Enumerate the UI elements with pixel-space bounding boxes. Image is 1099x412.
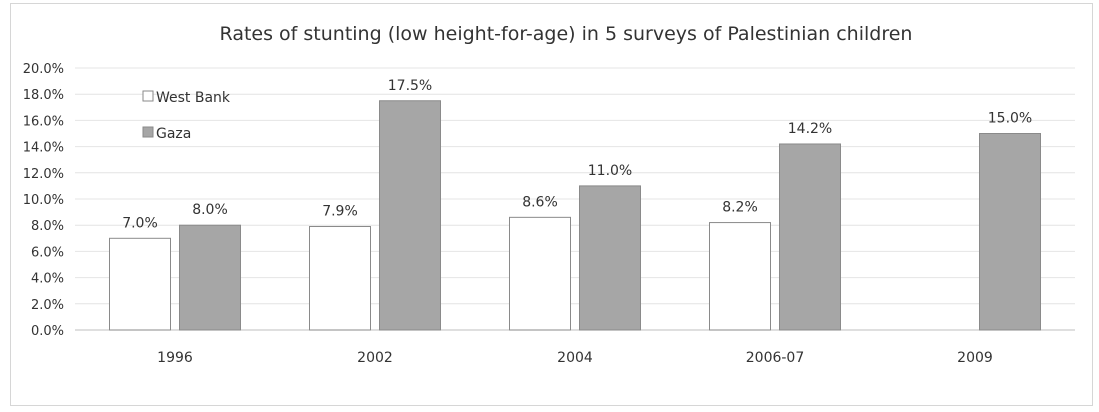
x-tick-label: 2006-07 (746, 350, 805, 366)
legend-label: West Bank (156, 90, 231, 106)
data-label: 8.0% (192, 202, 228, 218)
x-axis: 1996 2002 2004 2006-07 2009 (157, 350, 993, 366)
bar-gaza (979, 133, 1041, 331)
data-label: 11.0% (588, 163, 632, 179)
y-tick-label: 4.0% (31, 272, 64, 287)
y-axis: 0.0% 2.0% 4.0% 6.0% 8.0% 10.0% 12.0% 14.0% 16.0%… (23, 62, 64, 339)
y-tick-label: 14.0% (23, 141, 64, 156)
x-tick-label: 2004 (557, 350, 593, 366)
bars: 7.0% 8.0% 7.9% 17.5% 8.6% 11.0% 8.2% 14.2% 15.0% (109, 78, 1041, 331)
y-tick-label: 16.0% (23, 114, 64, 129)
legend-swatch (142, 90, 154, 102)
bar-west-bank (709, 222, 771, 331)
bar-west-bank (109, 237, 171, 331)
legend: West Bank Gaza (142, 90, 231, 142)
bar-gaza (179, 224, 241, 331)
y-tick-label: 10.0% (23, 193, 64, 208)
y-tick-label: 12.0% (23, 167, 64, 182)
y-tick-label: 2.0% (31, 298, 64, 313)
legend-label: Gaza (156, 126, 191, 142)
bar-gaza (579, 185, 641, 331)
y-tick-label: 0.0% (31, 324, 64, 339)
x-tick-label: 1996 (157, 350, 193, 366)
data-label: 7.0% (122, 215, 158, 231)
chart-title: Rates of stunting (low height-for-age) i… (220, 23, 913, 45)
data-label: 15.0% (988, 111, 1032, 127)
y-tick-label: 20.0% (23, 62, 64, 77)
data-label: 7.9% (322, 204, 358, 220)
gridlines (75, 67, 1075, 331)
y-tick-label: 6.0% (31, 245, 64, 260)
chart-frame (10, 3, 1093, 406)
y-tick-label: 8.0% (31, 219, 64, 234)
data-label: 8.2% (722, 200, 758, 216)
x-tick-label: 2002 (357, 350, 393, 366)
bar-gaza (379, 100, 441, 331)
data-label: 14.2% (788, 121, 832, 137)
bar-gaza (779, 143, 841, 331)
y-tick-label: 18.0% (23, 88, 64, 103)
data-label: 8.6% (522, 194, 558, 210)
bar-west-bank (309, 226, 371, 331)
legend-swatch (142, 126, 154, 138)
bar-west-bank (509, 216, 571, 331)
data-label: 17.5% (388, 78, 432, 94)
x-tick-label: 2009 (957, 350, 993, 366)
